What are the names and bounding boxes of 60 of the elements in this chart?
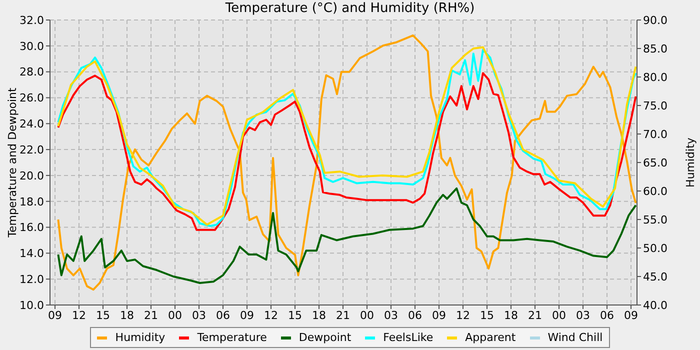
- legend-label: Temperature: [197, 331, 267, 344]
- y2-tick-label: 50.0: [643, 242, 668, 255]
- x-tick-label: 21: [528, 308, 542, 322]
- x-tick-label: 09: [240, 308, 254, 322]
- y2-tick-label: 85.0: [643, 42, 668, 56]
- line-series: [57, 34, 637, 291]
- x-tick-label: 06: [216, 308, 230, 322]
- y-tick-label: 18.0: [20, 195, 44, 208]
- y-tick-label: 28.0: [20, 66, 44, 79]
- y-tick-label: 10.0: [20, 298, 44, 312]
- x-tick-label: 21: [336, 308, 350, 322]
- y2-tick-label: 90.0: [643, 14, 668, 27]
- x-tick-label: 06: [600, 308, 614, 322]
- x-tick-label: 15: [96, 308, 110, 322]
- x-tick-label: 00: [552, 308, 566, 322]
- x-tick-label: 09: [432, 308, 446, 322]
- x-tick-label: 03: [576, 308, 590, 322]
- x-tick-label: 21: [144, 308, 158, 322]
- x-tick-label: 12: [456, 308, 470, 322]
- x-tick-label: 18: [312, 308, 326, 322]
- y2-tick-label: 60.0: [643, 184, 668, 198]
- x-tick-label: 06: [408, 308, 422, 322]
- chart-title: Temperature (°C) and Humidity (RH%): [225, 1, 475, 16]
- y2-tick-label: 65.0: [643, 156, 668, 170]
- x-tick-label: 09: [624, 308, 638, 322]
- x-tick-label: 03: [192, 308, 206, 322]
- x-tick-label: 18: [120, 308, 134, 322]
- legend-label: Dewpoint: [298, 331, 352, 344]
- x-tick-label: 00: [360, 308, 374, 322]
- y2-axis-title: Humidity: [684, 137, 697, 188]
- x-tick-label: 12: [264, 308, 278, 322]
- x-tick-label: 09: [48, 308, 62, 322]
- x-tick-label: 12: [72, 308, 86, 322]
- y-tick-label: 32.0: [20, 14, 44, 27]
- y2-tick-label: 40.0: [643, 298, 668, 312]
- y-tick-label: 24.0: [20, 118, 44, 131]
- y-tick-label: 16.0: [20, 221, 44, 234]
- x-tick-label: 18: [504, 308, 518, 322]
- x-tick-label: 15: [288, 308, 302, 322]
- x-tick-label: 03: [384, 308, 398, 322]
- legend-label: Humidity: [115, 331, 166, 344]
- legend-label: Apparent: [465, 331, 516, 344]
- y-tick-label: 20.0: [20, 169, 44, 182]
- y2-tick-label: 45.0: [643, 270, 668, 284]
- y-tick-label: 12.0: [20, 272, 44, 286]
- y-tick-label: 26.0: [20, 92, 44, 105]
- y-axis-title: Temperature and Dewpoint: [6, 86, 19, 238]
- y-tick-label: 22.0: [20, 143, 44, 156]
- y-tick-label: 30.0: [20, 40, 44, 53]
- y2-tick-label: 75.0: [643, 99, 668, 112]
- legend-label: FeelsLike: [383, 331, 434, 344]
- line-series: [57, 187, 637, 284]
- y2-tick-label: 55.0: [643, 213, 668, 226]
- x-tick-label: 00: [168, 308, 182, 322]
- y2-tick-label: 80.0: [643, 70, 668, 84]
- line-series: [57, 72, 637, 231]
- y2-tick-label: 70.0: [643, 128, 668, 141]
- legend-label: Wind Chill: [548, 331, 603, 344]
- x-tick-label: 15: [480, 308, 494, 322]
- y-tick-label: 14.0: [20, 247, 44, 260]
